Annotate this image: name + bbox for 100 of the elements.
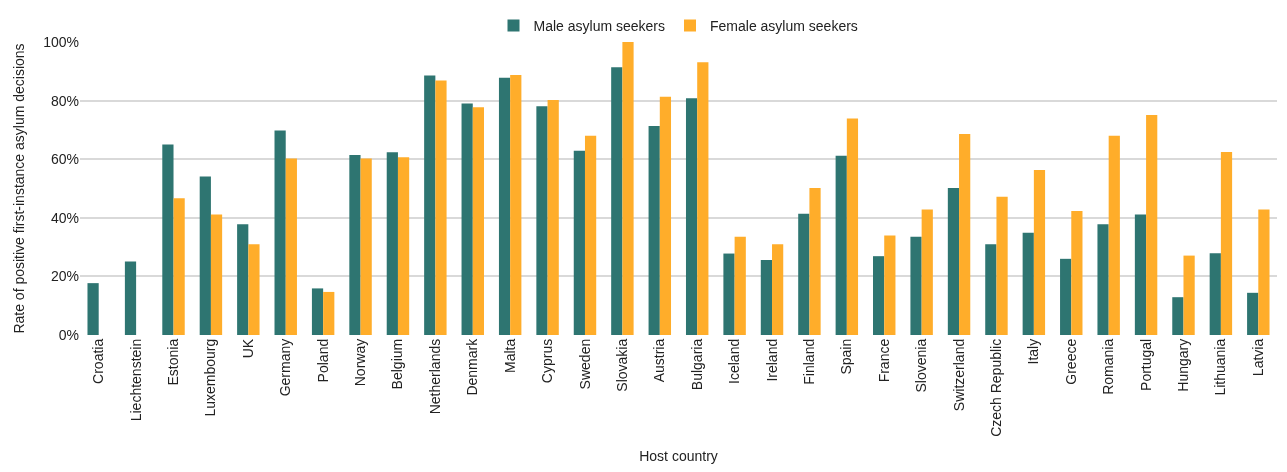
bar xyxy=(1247,292,1259,335)
bar xyxy=(87,283,99,335)
x-tick-label: Italy xyxy=(1025,338,1042,365)
bar xyxy=(323,291,335,335)
x-tick-label: Switzerland xyxy=(950,338,967,412)
bar xyxy=(536,106,548,335)
bar xyxy=(685,98,698,335)
bar xyxy=(1071,211,1083,335)
bar xyxy=(435,80,447,335)
x-tick-label: Czech Republic xyxy=(988,338,1004,437)
bar xyxy=(349,155,361,335)
bar xyxy=(1183,255,1195,335)
bar xyxy=(397,157,410,335)
x-tick-label: UK xyxy=(239,338,256,359)
bar xyxy=(985,244,997,335)
bar xyxy=(199,176,211,335)
y-tick-label: 100% xyxy=(43,33,79,50)
bar xyxy=(648,126,660,335)
bar xyxy=(1146,114,1158,335)
x-tick-label: Estonia xyxy=(165,338,182,386)
bar xyxy=(760,259,773,335)
bar xyxy=(1220,151,1233,335)
y-tick-label: 60% xyxy=(50,151,79,168)
x-tick-label: Latvia xyxy=(1249,338,1266,377)
x-tick-label: Belgium xyxy=(389,338,406,390)
bar xyxy=(1097,224,1109,335)
bar xyxy=(547,100,559,335)
y-tick-label: 80% xyxy=(50,92,79,109)
x-tick-label: Malta xyxy=(501,338,518,374)
bar xyxy=(472,107,484,335)
bar xyxy=(510,75,522,335)
bar xyxy=(959,134,971,335)
x-tick-label: Sweden xyxy=(576,338,593,390)
bar xyxy=(274,130,286,335)
bar xyxy=(846,118,859,335)
bar xyxy=(1134,214,1147,335)
bar xyxy=(947,187,960,335)
bar xyxy=(461,103,473,335)
bar xyxy=(1033,170,1046,335)
y-tick-label: 40% xyxy=(50,209,79,226)
x-tick-label: Norway xyxy=(352,338,369,387)
bar xyxy=(723,253,735,335)
bar xyxy=(173,198,185,335)
x-tick-label: Spain xyxy=(838,338,855,375)
bar xyxy=(285,158,297,335)
x-axis-title: Host country xyxy=(639,448,718,465)
x-tick-label: Croatia xyxy=(90,338,107,384)
bar xyxy=(584,135,597,335)
bar xyxy=(622,42,634,335)
x-tick-label: Liechtenstein xyxy=(127,338,144,422)
x-tick-label: Slovenia xyxy=(913,338,930,393)
bar xyxy=(611,67,623,335)
bar xyxy=(124,261,137,335)
bar xyxy=(772,244,784,335)
bar xyxy=(809,187,821,335)
x-tick-label: Germany xyxy=(277,338,294,397)
bar xyxy=(210,214,223,335)
x-tick-label: Netherlands xyxy=(426,338,443,415)
bar xyxy=(884,235,896,335)
x-tick-label: Iceland xyxy=(726,338,743,384)
x-tick-label: Finland xyxy=(800,338,817,385)
x-tick-label: Bulgaria xyxy=(688,338,705,391)
legend-label: Female asylum seekers xyxy=(710,18,858,35)
x-tick-label: Ireland xyxy=(763,338,780,382)
x-tick-label: Austria xyxy=(651,338,668,383)
y-axis-title: Rate of positive first-instance asylum decisions xyxy=(10,43,27,334)
bar xyxy=(996,196,1008,335)
legend-label: Male asylum seekers xyxy=(533,18,665,35)
bar xyxy=(1258,209,1270,335)
bar xyxy=(237,224,249,335)
bar xyxy=(162,144,174,335)
bar xyxy=(573,150,585,335)
bar xyxy=(835,155,847,335)
x-tick-label: Denmark xyxy=(464,337,481,396)
x-tick-label: France xyxy=(875,338,892,383)
bar xyxy=(921,209,933,335)
x-tick-label: Cyprus xyxy=(539,338,556,384)
bar xyxy=(734,236,746,335)
x-tick-label: Poland xyxy=(314,338,331,383)
bar xyxy=(360,158,372,335)
x-tick-label: Portugal xyxy=(1137,338,1154,391)
x-tick-label: Luxembourg xyxy=(202,338,219,417)
x-tick-label: Slovakia xyxy=(613,338,630,392)
y-tick-label: 0% xyxy=(58,326,79,343)
bar xyxy=(873,256,885,335)
y-tick-label: 20% xyxy=(50,268,79,285)
bar xyxy=(697,62,709,335)
x-tick-label: Romania xyxy=(1100,338,1117,395)
bar xyxy=(248,244,260,335)
bar xyxy=(498,77,511,335)
x-tick-label: Hungary xyxy=(1175,338,1192,392)
x-tick-label: Lithuania xyxy=(1212,338,1229,396)
bar xyxy=(798,213,810,335)
bar xyxy=(910,236,922,335)
bar xyxy=(424,75,436,335)
bar xyxy=(1209,253,1221,335)
x-tick-label: Greece xyxy=(1062,338,1079,385)
bar xyxy=(659,96,672,335)
bar xyxy=(1060,258,1072,335)
bar xyxy=(1022,232,1034,335)
